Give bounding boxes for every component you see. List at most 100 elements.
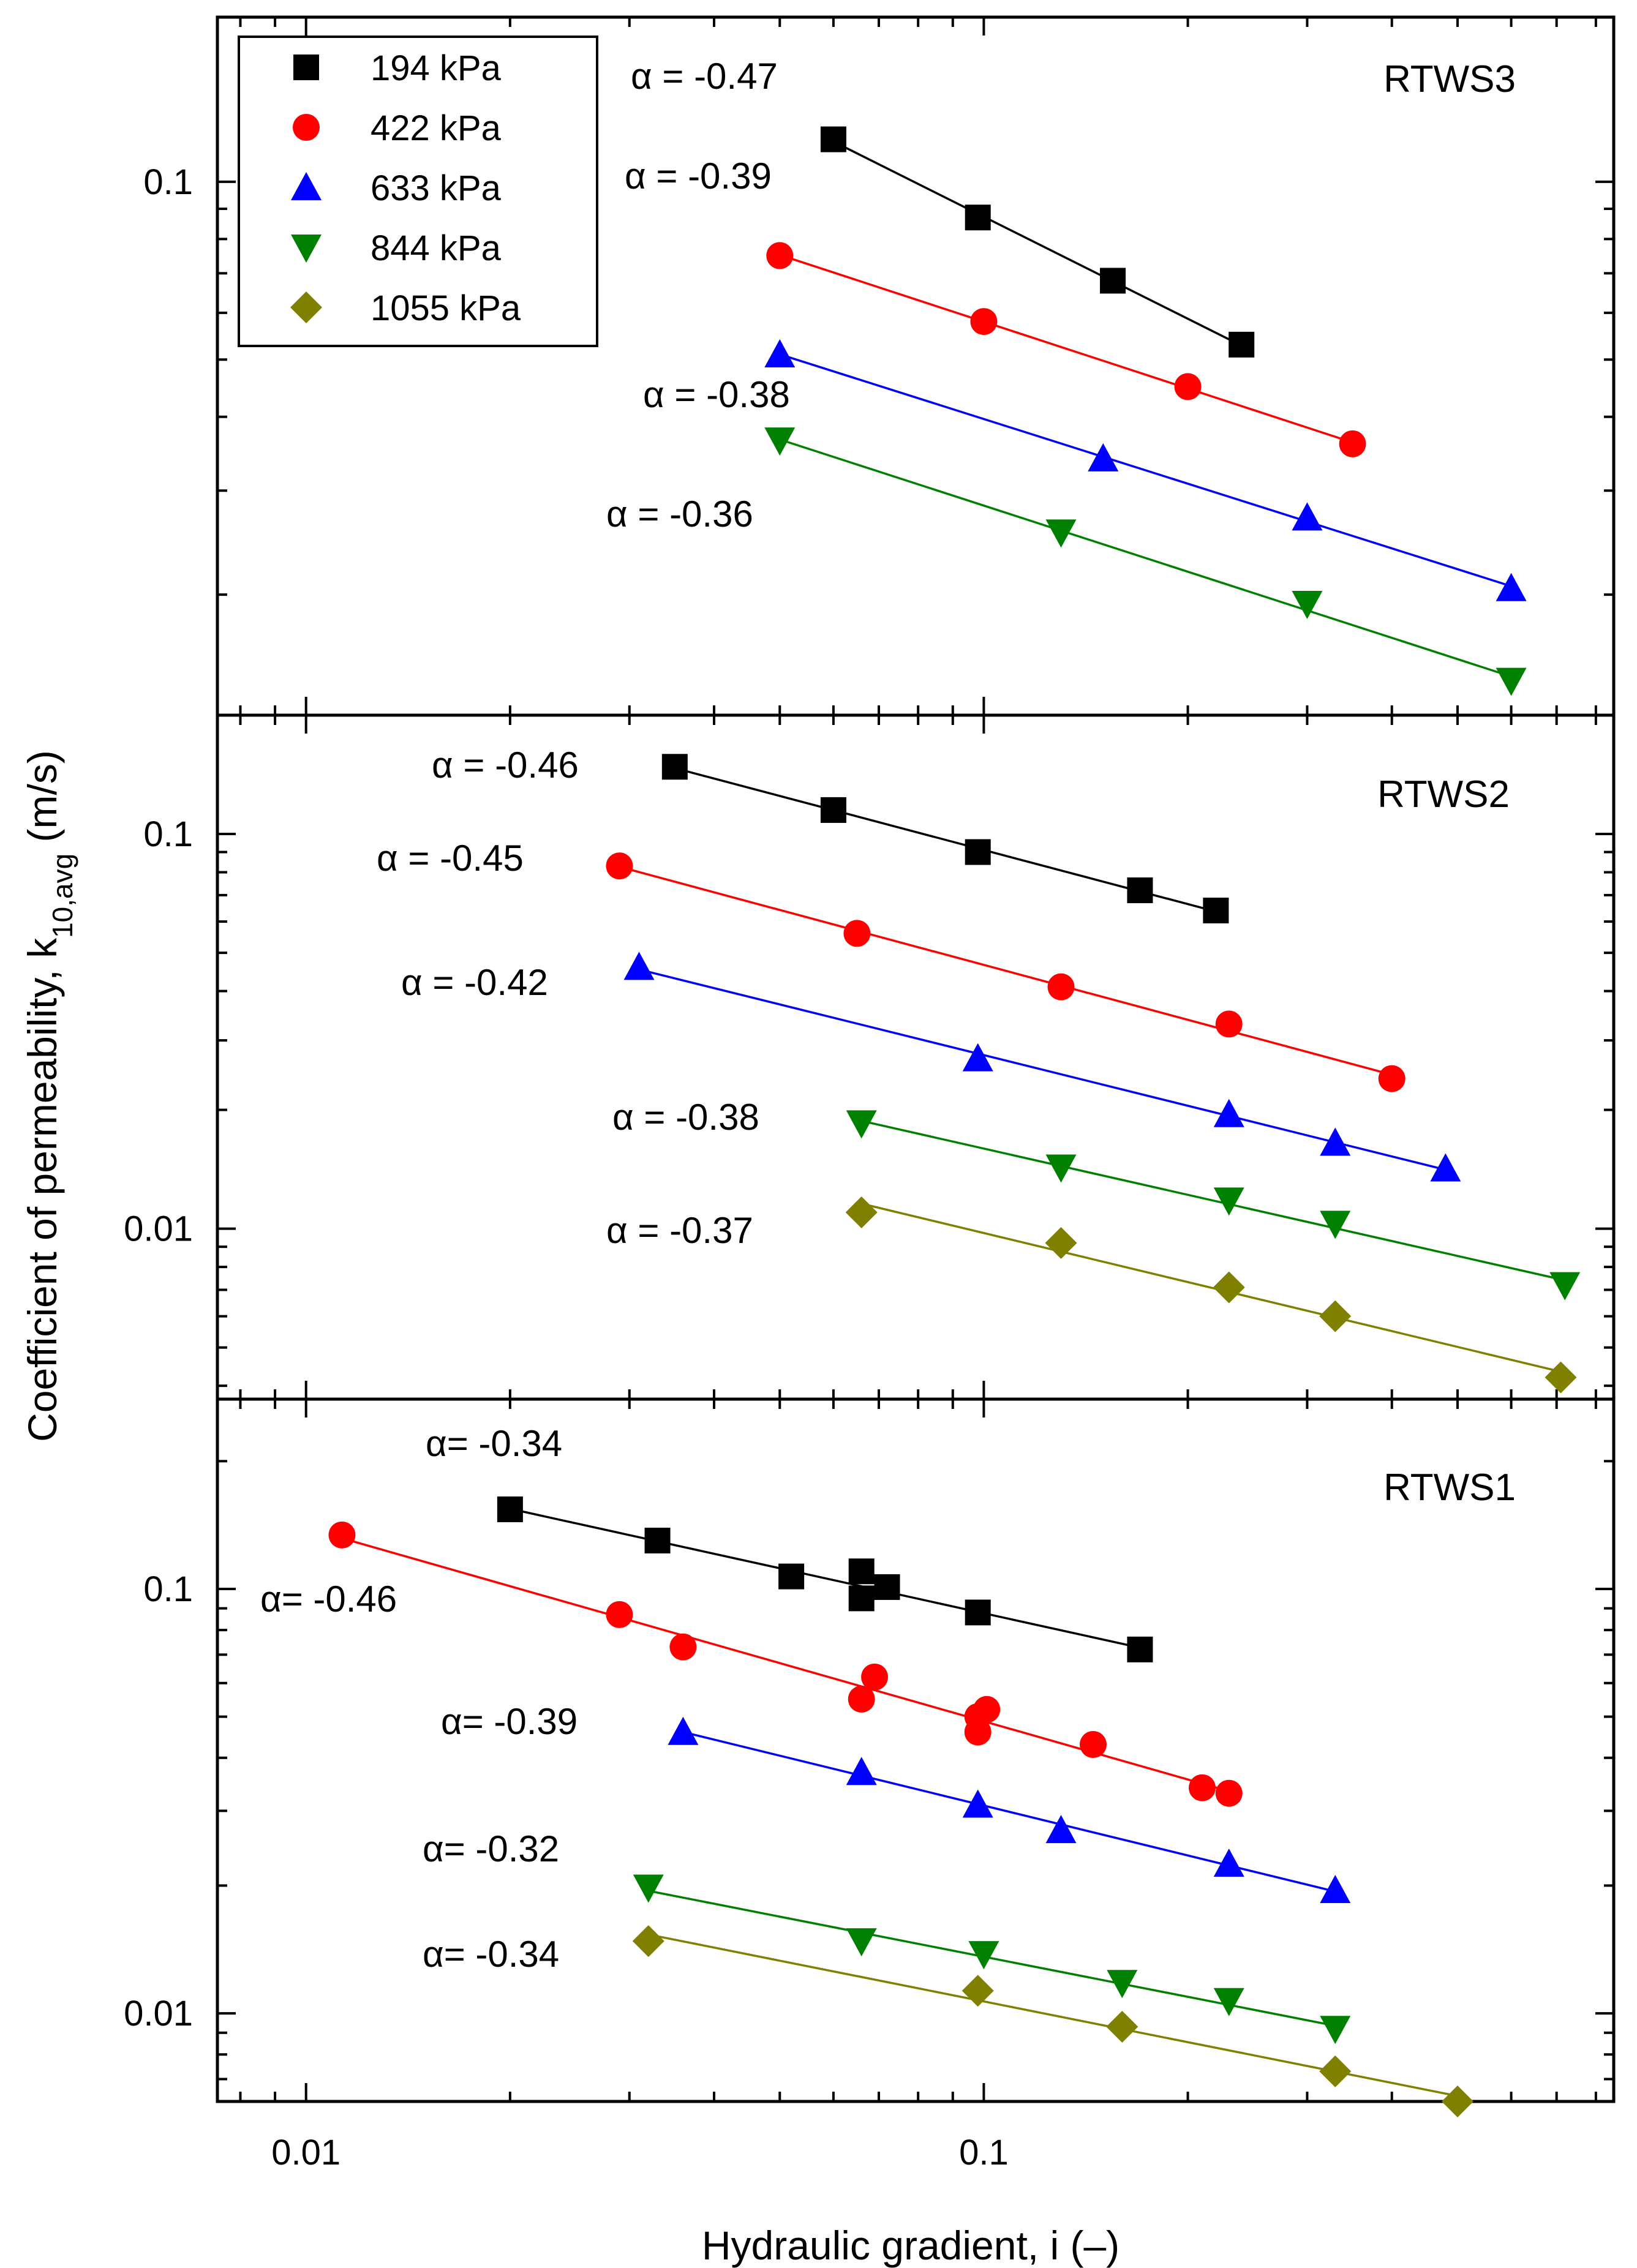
- data-point: [848, 1558, 875, 1585]
- data-point: [1106, 2010, 1138, 2043]
- x-axis: 0.01 0.1 Hydraulic gradient, i (–): [271, 2133, 1120, 2268]
- fit-line: [861, 1119, 1565, 1282]
- data-point: [962, 1043, 993, 1072]
- data-point: [1496, 667, 1527, 696]
- data-point: [846, 1757, 877, 1785]
- alpha-label: α = -0.38: [643, 374, 790, 415]
- data-point: [1213, 1187, 1244, 1216]
- data-point: [968, 1941, 999, 1970]
- fit-line: [619, 865, 1393, 1076]
- fit-line: [861, 1203, 1561, 1373]
- alpha-label: α= -0.34: [423, 1934, 559, 1975]
- data-point: [1213, 1098, 1244, 1127]
- panel-label: RTWS2: [1377, 773, 1510, 816]
- data-point: [962, 1789, 993, 1818]
- data-point: [820, 126, 846, 152]
- data-point: [962, 1975, 994, 2007]
- data-point: [845, 1196, 878, 1228]
- alpha-label: α= -0.32: [423, 1828, 559, 1869]
- panels: 0.1 RTWS3 α = -0.47 α = -0.39 α = -0.38 α = -…: [124, 15, 1616, 2117]
- data-point: [644, 1527, 671, 1553]
- data-point: [965, 1599, 991, 1626]
- panel-rtws2: 0.01 0.1 RTWS2 α = -0.46 α = -0.45 α = -0.42 α…: [124, 713, 1616, 1401]
- series-422-kpa: α = -0.45: [377, 838, 1406, 1092]
- legend-marker: [291, 172, 322, 200]
- alpha-label: α= -0.34: [426, 1423, 562, 1464]
- y-axis-label-prefix: Coefficient of permeability, k: [20, 937, 65, 1442]
- data-point: [1213, 1848, 1244, 1877]
- series-633-kpa: α= -0.39: [441, 1701, 1351, 1904]
- legend-entry: 194 kPa: [293, 48, 502, 88]
- data-point: [1378, 1065, 1406, 1092]
- data-point: [1496, 573, 1527, 601]
- series-194-kpa: α = -0.47: [631, 56, 1255, 358]
- data-point: [778, 1563, 805, 1590]
- data-point: [820, 797, 846, 823]
- alpha-label: α = -0.45: [377, 838, 524, 879]
- data-point: [1229, 331, 1255, 358]
- series-422-kpa: α = -0.39: [625, 156, 1366, 457]
- series-194-kpa: α= -0.34: [426, 1423, 1153, 1662]
- data-point: [1203, 897, 1229, 923]
- series-844-kpa: α= -0.32: [423, 1828, 1351, 2045]
- data-point: [1127, 1636, 1153, 1662]
- data-point: [1320, 1875, 1351, 1904]
- data-point: [973, 1695, 1001, 1723]
- data-point: [1045, 519, 1077, 548]
- data-point: [328, 1521, 356, 1549]
- panel-rtws1: 0.01 0.1 RTWS1 α= -0.34 α= -0.46 α= -0.39 α= -…: [124, 1397, 1616, 2117]
- data-point: [1213, 1988, 1244, 2016]
- series-422-kpa: α= -0.46: [260, 1521, 1243, 1807]
- y-tick-label: 0.1: [143, 814, 193, 854]
- legend-entry: 1055 kPa: [290, 288, 521, 328]
- data-point: [1320, 2016, 1351, 2045]
- alpha-label: α = -0.47: [631, 56, 778, 97]
- x-tick-labels: 0.01 0.1: [271, 2133, 1008, 2172]
- data-point: [764, 427, 796, 456]
- legend-marker: [290, 291, 322, 323]
- series-1055-kpa: α = -0.37: [606, 1196, 1577, 1394]
- data-point: [668, 1716, 699, 1745]
- y-tick-label: 0.01: [124, 1994, 193, 2033]
- legend-entry: 844 kPa: [291, 228, 502, 268]
- data-point: [1080, 1731, 1107, 1759]
- data-point: [964, 1718, 992, 1746]
- data-point: [1107, 1970, 1138, 1999]
- data-point: [1430, 1153, 1461, 1182]
- legend-entry: 633 kPa: [291, 168, 502, 208]
- panel-ticks: [217, 1399, 1614, 2101]
- data-point: [1441, 2086, 1473, 2117]
- data-point: [1127, 877, 1153, 904]
- y-axis-label-subscript: 10,avg: [47, 854, 78, 938]
- data-point: [965, 839, 991, 865]
- y-tick-label: 0.1: [143, 1569, 193, 1609]
- data-point: [1045, 1815, 1077, 1844]
- data-point: [965, 205, 991, 231]
- alpha-label: α= -0.39: [441, 1701, 578, 1742]
- series-194-kpa: α = -0.46: [432, 745, 1229, 923]
- data-point: [1320, 1211, 1351, 1239]
- data-point: [632, 1925, 664, 1958]
- alpha-label: α = -0.37: [606, 1210, 753, 1251]
- series-633-kpa: α = -0.38: [643, 339, 1527, 601]
- data-point: [1545, 1361, 1577, 1394]
- panel-rtws3: 0.1 RTWS3 α = -0.47 α = -0.39 α = -0.38 α = -…: [143, 15, 1616, 717]
- y-axis-label-suffix: (m/s): [20, 750, 65, 854]
- data-point: [764, 339, 796, 367]
- legend-label: 844 kPa: [371, 228, 502, 268]
- y-axis-label: Coefficient of permeability, k10,avg (m/…: [20, 750, 78, 1442]
- data-point: [970, 308, 998, 336]
- fit-line: [779, 353, 1512, 588]
- data-point: [606, 852, 633, 880]
- alpha-label: α = -0.46: [432, 745, 579, 786]
- data-point: [846, 1110, 877, 1139]
- data-point: [633, 1874, 664, 1903]
- alpha-label: α = -0.39: [625, 156, 772, 197]
- legend-label: 422 kPa: [371, 108, 502, 148]
- data-point: [1549, 1272, 1581, 1301]
- fit-line: [833, 140, 1242, 347]
- x-axis-label: Hydraulic gradient, i (–): [702, 2223, 1120, 2268]
- x-tick-label: 0.1: [959, 2133, 1009, 2172]
